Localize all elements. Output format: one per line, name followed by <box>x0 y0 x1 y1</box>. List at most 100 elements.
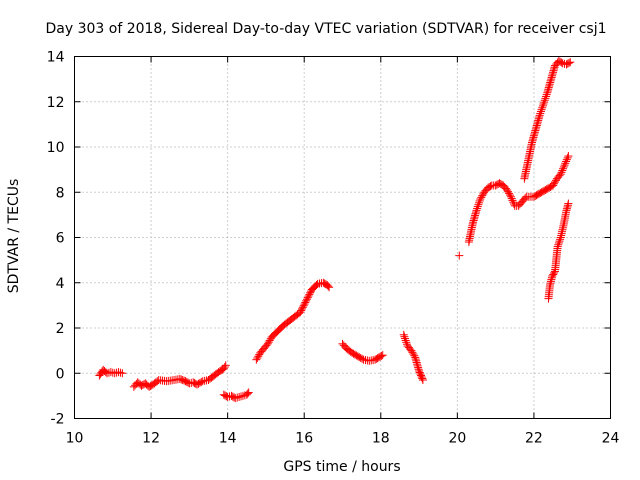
data-point <box>253 353 262 362</box>
data-point <box>410 351 419 360</box>
data-point <box>554 238 563 247</box>
data-point <box>506 192 515 201</box>
data-point <box>301 298 310 307</box>
data-point <box>542 92 551 101</box>
data-point <box>298 303 307 312</box>
x-tick-labels: 10 12 14 16 18 20 22 24 <box>66 431 620 447</box>
data-point <box>562 157 571 166</box>
data-point <box>541 94 550 103</box>
data-point <box>486 182 495 191</box>
data-point <box>559 164 568 173</box>
data-point <box>535 111 544 120</box>
x-tick-label: 20 <box>448 431 466 447</box>
data-point <box>475 198 484 207</box>
data-point <box>103 369 112 378</box>
data-point <box>265 336 274 345</box>
data-point <box>556 170 565 179</box>
data-point <box>302 296 311 305</box>
data-point <box>418 376 427 385</box>
x-tick-label: 12 <box>142 431 160 447</box>
data-point <box>303 293 312 302</box>
data-point <box>555 171 564 180</box>
data-point <box>540 98 549 107</box>
data-point <box>110 369 119 378</box>
data-point <box>558 166 567 175</box>
data-point <box>197 378 206 387</box>
data-point <box>401 334 410 343</box>
x-tick-label: 16 <box>295 431 313 447</box>
data-point <box>503 185 512 194</box>
data-point <box>407 346 416 355</box>
data-point <box>555 237 564 246</box>
data-point <box>553 242 562 251</box>
data-point <box>298 304 307 313</box>
y-tick-label: 6 <box>56 231 65 247</box>
data-point <box>401 336 410 345</box>
data-point <box>408 348 417 357</box>
data-point <box>243 389 252 398</box>
data-point <box>473 202 482 211</box>
data-point <box>505 189 514 198</box>
data-point <box>299 301 308 310</box>
chart-title: Day 303 of 2018, Sidereal Day-to-day VTE… <box>45 21 606 37</box>
data-point <box>377 351 386 360</box>
x-tick-label: 22 <box>525 431 543 447</box>
data-point <box>402 338 411 347</box>
y-tick-labels: -2 0 2 4 6 8 10 12 14 <box>47 50 65 428</box>
y-axis-label: SDTVAR / TECUs <box>6 179 22 294</box>
data-point <box>324 282 333 291</box>
data-point <box>220 363 229 372</box>
data-point <box>566 58 575 67</box>
data-point <box>237 392 246 401</box>
data-point <box>508 196 517 205</box>
data-point <box>399 330 408 339</box>
data-point <box>297 306 306 315</box>
data-point <box>302 295 311 304</box>
data-point <box>565 58 574 67</box>
data-point <box>540 96 549 105</box>
data-point <box>296 308 305 317</box>
data-point <box>300 300 309 309</box>
data-marks <box>95 57 575 403</box>
data-point <box>409 350 418 359</box>
data-point <box>557 168 566 177</box>
data-point <box>562 155 571 164</box>
x-tick-label: 14 <box>219 431 237 447</box>
data-point <box>561 159 570 168</box>
data-point <box>114 368 123 377</box>
data-point <box>455 251 464 260</box>
data-point <box>504 187 513 196</box>
data-point <box>554 240 563 249</box>
y-tick-label: 14 <box>47 50 65 66</box>
data-point <box>219 364 228 373</box>
data-point <box>539 100 548 109</box>
data-point <box>550 268 559 277</box>
data-point <box>550 178 559 187</box>
data-point <box>402 340 411 349</box>
x-tick-label: 10 <box>66 431 84 447</box>
data-point <box>305 290 314 299</box>
y-tick-label: 0 <box>56 366 65 382</box>
data-point <box>306 288 315 297</box>
data-point <box>252 355 261 364</box>
data-point <box>231 394 240 403</box>
data-point <box>474 200 483 209</box>
y-tick-label: 2 <box>56 321 65 337</box>
data-point <box>557 58 566 67</box>
data-point <box>509 198 518 207</box>
data-point <box>418 374 427 383</box>
data-point <box>116 368 125 377</box>
data-point <box>254 352 263 361</box>
data-point <box>244 388 253 397</box>
y-tick-label: -2 <box>51 412 65 428</box>
data-point <box>263 339 272 348</box>
data-point <box>304 292 313 301</box>
data-point <box>476 195 485 204</box>
data-point <box>556 235 565 244</box>
data-point <box>520 194 529 203</box>
data-point <box>473 204 482 213</box>
data-point <box>538 101 547 110</box>
data-point <box>559 162 568 171</box>
data-point <box>153 377 162 386</box>
